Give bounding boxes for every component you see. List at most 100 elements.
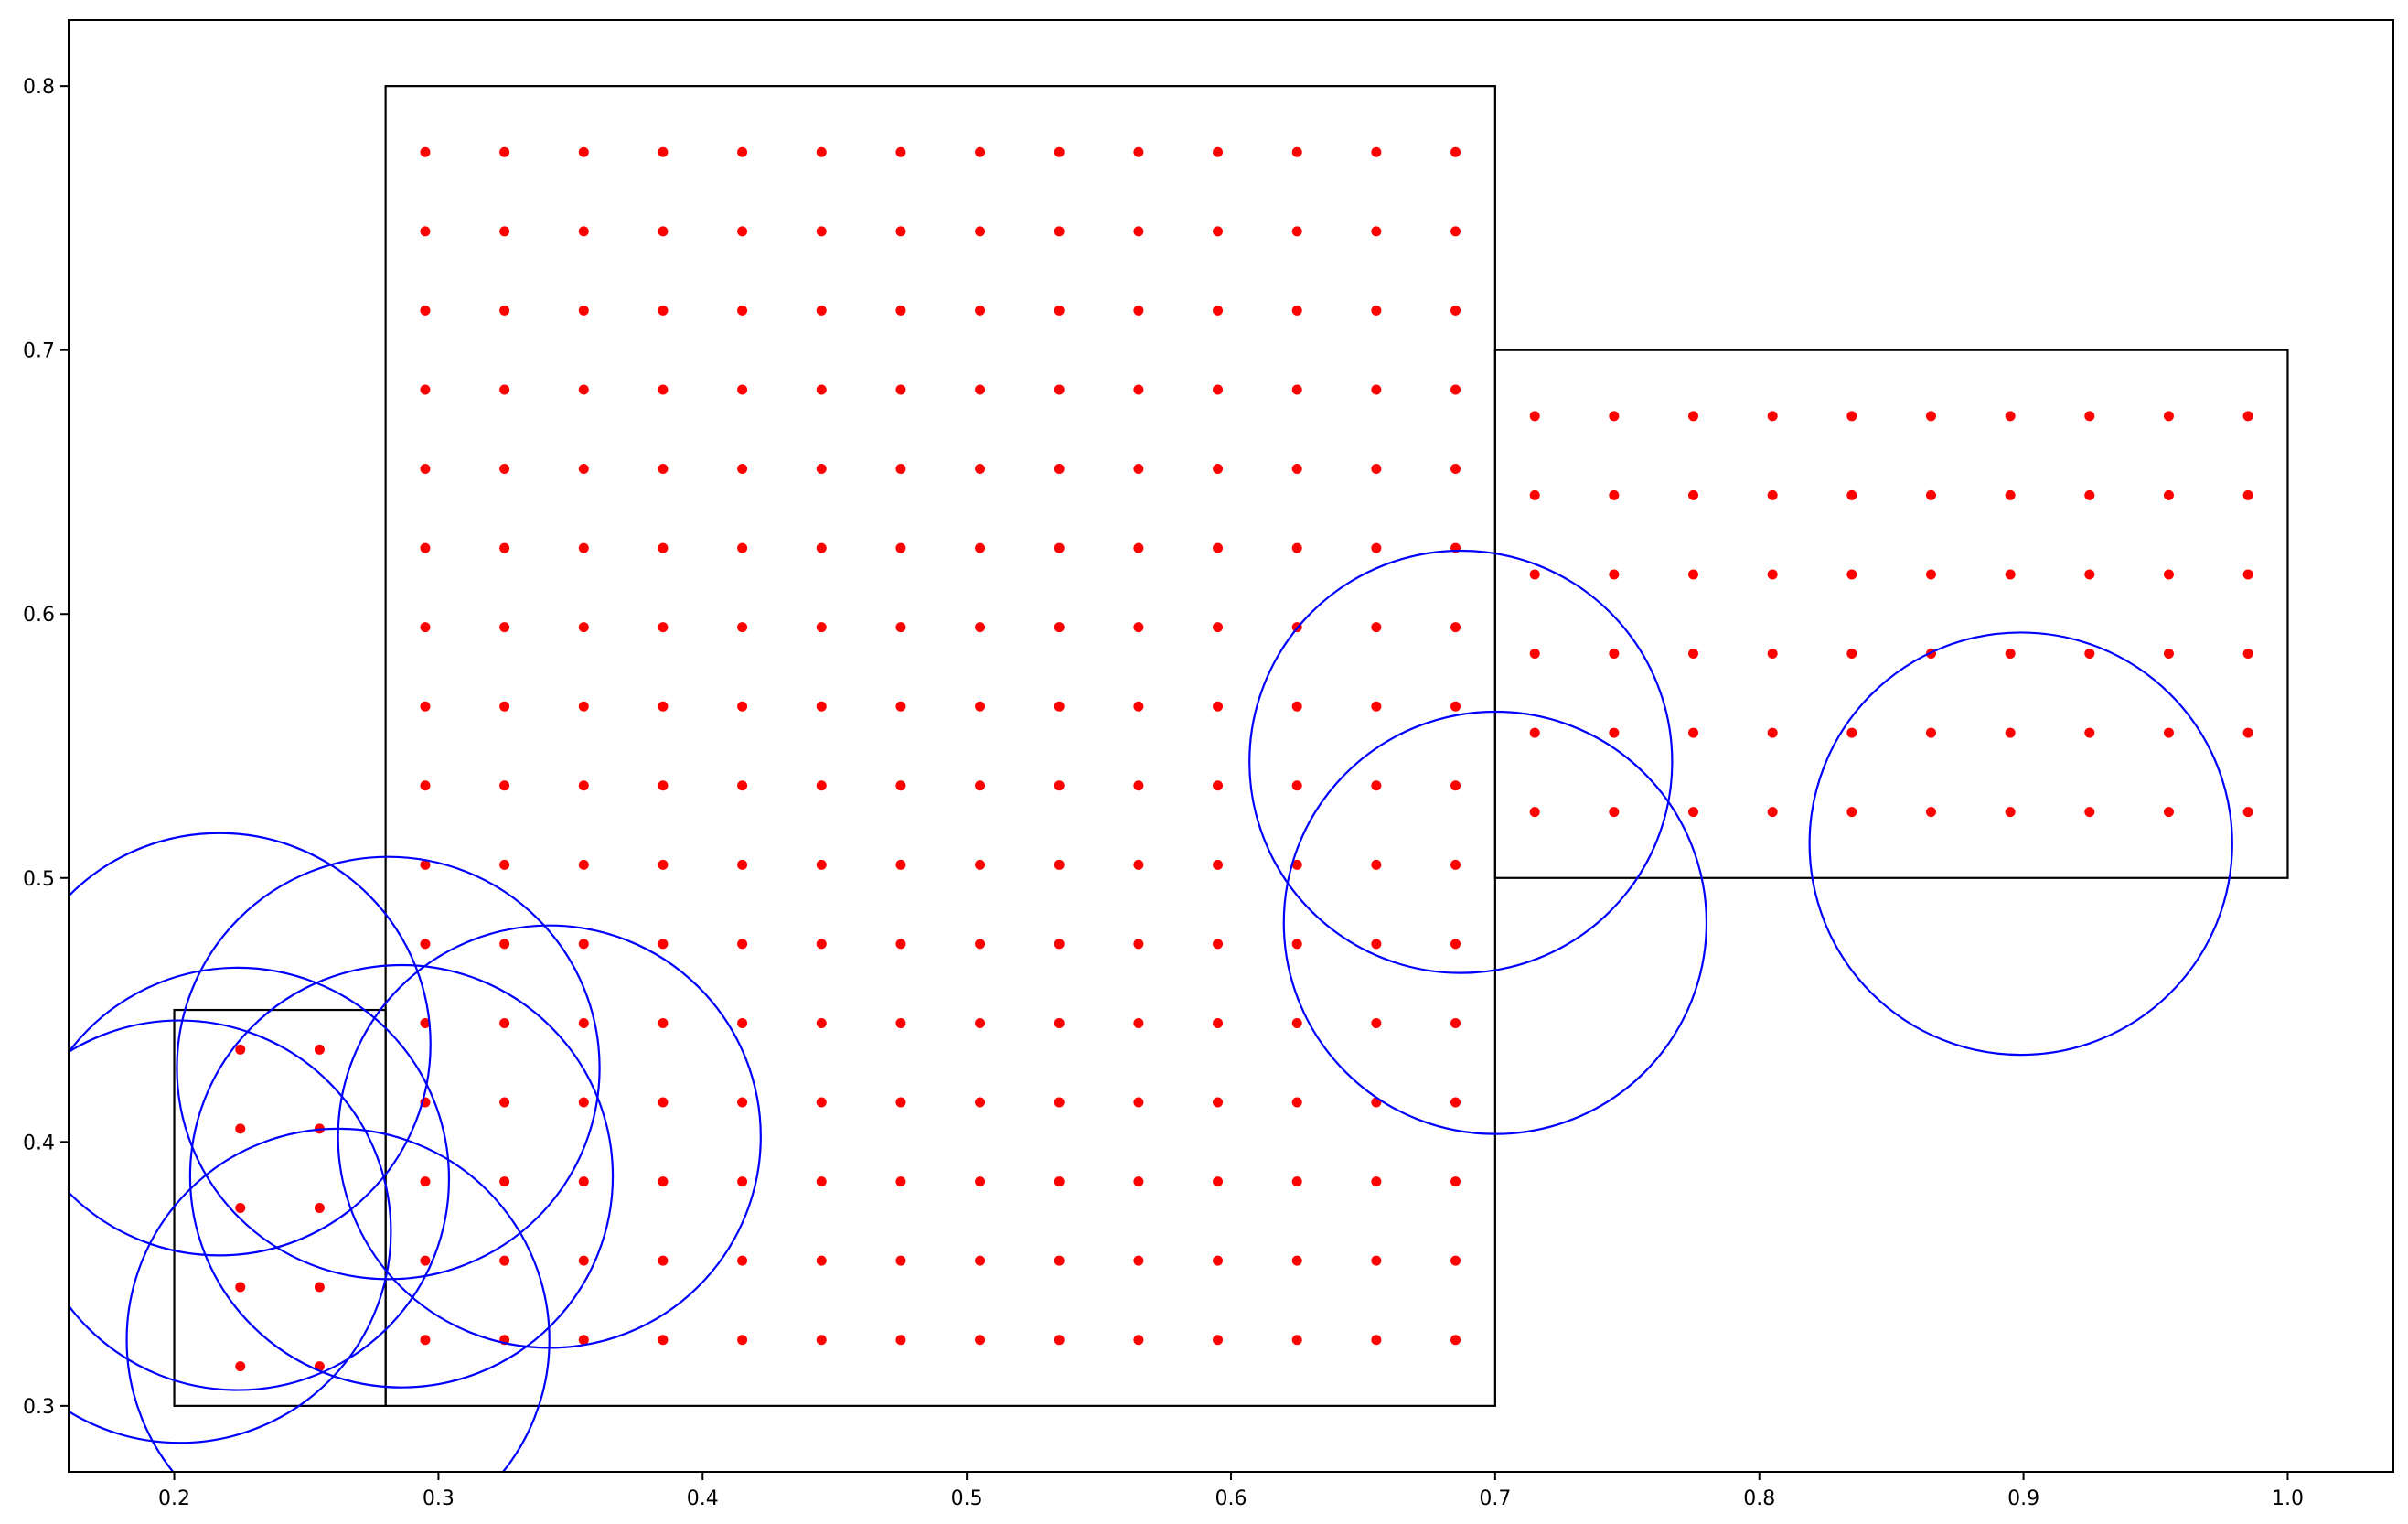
data-point — [737, 146, 748, 157]
data-point — [578, 622, 589, 633]
data-point — [816, 226, 827, 237]
data-point — [975, 1255, 986, 1266]
data-point — [420, 464, 431, 475]
data-point — [2084, 727, 2095, 738]
data-point — [1371, 226, 1382, 237]
data-point — [1371, 1255, 1382, 1266]
data-point — [578, 701, 589, 712]
data-point — [499, 542, 510, 553]
data-point — [1213, 1097, 1224, 1108]
coverage-circle-8 — [1248, 549, 1674, 974]
data-point — [1291, 1335, 1302, 1346]
data-point — [1133, 464, 1144, 475]
data-point — [1371, 464, 1382, 475]
data-point — [895, 939, 906, 950]
data-point — [1925, 569, 1936, 580]
data-point — [1846, 727, 1857, 738]
data-point — [1054, 1176, 1065, 1187]
data-point — [2163, 569, 2174, 580]
data-point — [658, 1176, 669, 1187]
coverage-circle-9 — [1282, 710, 1708, 1135]
data-point — [1133, 542, 1144, 553]
data-point — [895, 146, 906, 157]
data-point — [2005, 807, 2016, 818]
data-point — [2242, 807, 2253, 818]
data-point — [1213, 622, 1224, 633]
data-point — [1450, 701, 1461, 712]
data-point — [499, 1255, 510, 1266]
data-point — [658, 384, 669, 395]
data-point — [816, 939, 827, 950]
data-point — [737, 542, 748, 553]
data-point — [1133, 1255, 1144, 1266]
data-point — [737, 384, 748, 395]
data-point — [895, 1017, 906, 1028]
data-point — [1054, 542, 1065, 553]
data-point — [1371, 622, 1382, 633]
data-point — [1133, 1097, 1144, 1108]
data-point — [1450, 1017, 1461, 1028]
data-point — [1371, 542, 1382, 553]
data-point — [2242, 489, 2253, 500]
data-point — [1291, 780, 1302, 791]
data-point — [895, 464, 906, 475]
data-point — [1291, 859, 1302, 870]
data-point — [499, 1176, 510, 1187]
data-point — [895, 305, 906, 316]
data-point — [975, 464, 986, 475]
data-point — [420, 939, 431, 950]
data-point — [2005, 727, 2016, 738]
data-point — [737, 1335, 748, 1346]
data-point — [1291, 1017, 1302, 1028]
data-point — [1133, 226, 1144, 237]
data-point — [1846, 489, 1857, 500]
data-point — [1291, 1097, 1302, 1108]
x-tick-label: 0.3 — [423, 1487, 455, 1510]
data-point — [737, 780, 748, 791]
data-point — [1371, 1017, 1382, 1028]
data-point — [1054, 1017, 1065, 1028]
data-point — [816, 780, 827, 791]
data-point — [1133, 305, 1144, 316]
data-point — [1767, 727, 1778, 738]
data-point — [1688, 411, 1699, 422]
data-point — [1529, 411, 1540, 422]
data-point — [975, 1097, 986, 1108]
data-point — [499, 859, 510, 870]
data-point — [1450, 305, 1461, 316]
coverage-circle-4 — [188, 963, 615, 1389]
data-point — [235, 1202, 246, 1213]
data-point — [1054, 939, 1065, 950]
data-point — [1609, 411, 1620, 422]
data-point — [658, 1017, 669, 1028]
data-point — [658, 701, 669, 712]
data-point — [1925, 727, 1936, 738]
data-point — [420, 701, 431, 712]
x-tick-label: 1.0 — [2272, 1487, 2304, 1510]
data-point — [1213, 226, 1224, 237]
data-point — [1529, 489, 1540, 500]
data-point — [737, 1097, 748, 1108]
y-tick-label: 0.3 — [23, 1396, 55, 1419]
data-point — [1371, 384, 1382, 395]
data-point — [420, 146, 431, 157]
data-point — [420, 542, 431, 553]
data-point — [895, 859, 906, 870]
data-point — [2163, 411, 2174, 422]
data-point — [499, 939, 510, 950]
data-point — [1846, 411, 1857, 422]
axes: 0.2 0.3 0.4 0.5 0.6 0.7 0.8 0.9 1.0 0.3 0.4 0.5 0.6 0… — [23, 19, 2394, 1510]
data-point — [578, 1335, 589, 1346]
data-point — [1291, 542, 1302, 553]
data-point — [499, 226, 510, 237]
data-point — [1925, 807, 1936, 818]
data-point — [1450, 1255, 1461, 1266]
data-point — [578, 305, 589, 316]
data-point — [2242, 569, 2253, 580]
data-point — [1054, 622, 1065, 633]
data-point — [1450, 1335, 1461, 1346]
y-tick-label: 0.5 — [23, 868, 55, 891]
data-point — [1529, 569, 1540, 580]
data-point — [2242, 649, 2253, 660]
